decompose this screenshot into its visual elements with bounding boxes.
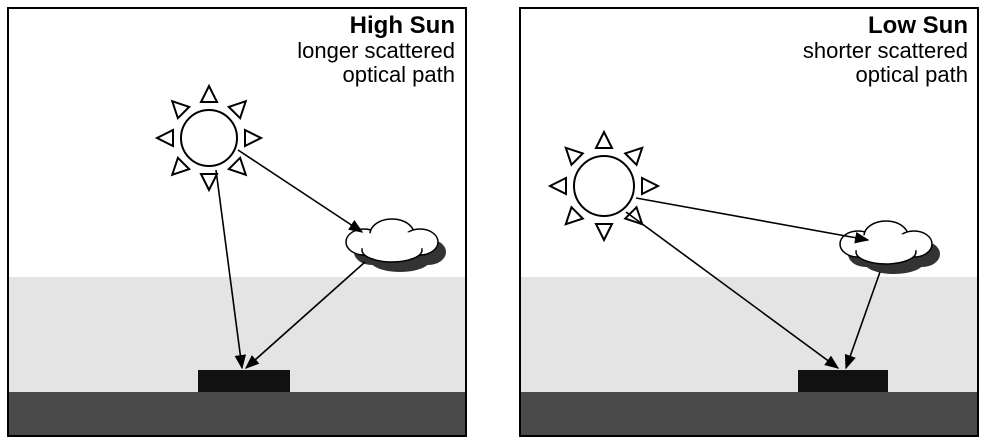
panel-title: High Sun (350, 12, 455, 39)
page: {"panels": [ {"title": "High Sun", "capt… (0, 0, 983, 441)
caption-line: optical path (855, 62, 968, 87)
panel-title: Low Sun (868, 12, 968, 39)
caption-line: longer scattered (297, 38, 455, 63)
diagram: High Sun longer scattered optical path L… (0, 0, 983, 441)
sensor (198, 370, 290, 392)
sensor (798, 370, 888, 392)
caption-line: optical path (342, 62, 455, 87)
surface (9, 392, 465, 435)
panel-high-sun: High Sun longer scattered optical path (8, 8, 466, 436)
ground (521, 277, 977, 392)
sun-disc (574, 156, 634, 216)
panel-low-sun: Low Sun shorter scattered optical path (520, 8, 978, 436)
surface (521, 392, 977, 435)
caption-line: shorter scattered (803, 38, 968, 63)
sun (157, 86, 261, 190)
sun-disc (181, 110, 237, 166)
